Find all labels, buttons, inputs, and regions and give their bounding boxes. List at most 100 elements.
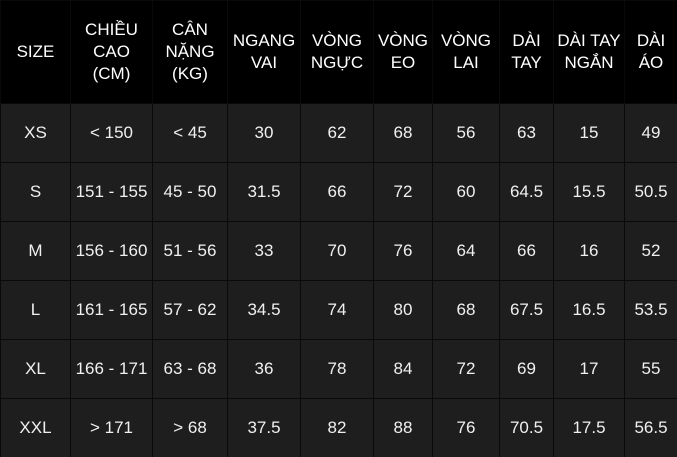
cell-short-sleeve: 17.5 — [553, 398, 625, 457]
cell-shoulder: 30 — [227, 103, 301, 163]
cell-short-sleeve: 15.5 — [553, 162, 625, 222]
cell-height: 151 - 155 — [70, 162, 153, 222]
header-shirt-length-line: ÁO — [638, 53, 664, 72]
header-shoulder-line: VAI — [250, 53, 278, 72]
cell-weight: < 45 — [152, 103, 228, 163]
cell-chest: 62 — [300, 103, 374, 163]
header-short-sleeve-line: NGẮN — [564, 53, 614, 72]
cell-waist: 76 — [373, 221, 433, 281]
cell-weight: 51 - 56 — [152, 221, 228, 281]
cell-chest: 78 — [300, 339, 374, 399]
header-chest-line: NGỰC — [310, 53, 364, 72]
table-row: L 161 - 165 57 - 62 34.5 74 80 68 67.5 1… — [0, 280, 677, 340]
cell-height: 166 - 171 — [70, 339, 153, 399]
cell-shirt-length: 49 — [624, 103, 677, 163]
header-shirt-length: DÀI ÁO — [624, 0, 677, 104]
header-waist-line: EO — [390, 53, 416, 72]
table-row: XL 166 - 171 63 - 68 36 78 84 72 69 17 5… — [0, 339, 677, 399]
header-short-sleeve: DÀI TAY NGẮN — [553, 0, 625, 104]
header-short-sleeve-line: DÀI TAY — [557, 31, 621, 50]
header-height-line: CAO — [93, 42, 130, 61]
cell-hem: 60 — [432, 162, 500, 222]
cell-shoulder: 37.5 — [227, 398, 301, 457]
header-weight-line: (KG) — [172, 64, 208, 83]
header-shoulder-line: NGANG — [232, 31, 296, 50]
cell-size: L — [0, 280, 71, 340]
cell-chest: 70 — [300, 221, 374, 281]
cell-sleeve-length: 66 — [499, 221, 554, 281]
cell-height: 161 - 165 — [70, 280, 153, 340]
cell-shoulder: 36 — [227, 339, 301, 399]
header-waist: VÒNG EO — [373, 0, 433, 104]
cell-shirt-length: 55 — [624, 339, 677, 399]
cell-shoulder: 34.5 — [227, 280, 301, 340]
table-row: S 151 - 155 45 - 50 31.5 66 72 60 64.5 1… — [0, 162, 677, 222]
cell-waist: 80 — [373, 280, 433, 340]
cell-weight: > 68 — [152, 398, 228, 457]
cell-short-sleeve: 15 — [553, 103, 625, 163]
header-height-line: (CM) — [92, 64, 131, 83]
cell-height: < 150 — [70, 103, 153, 163]
header-weight-line: NẶNG — [165, 42, 215, 61]
header-shoulder: NGANG VAI — [227, 0, 301, 104]
cell-chest: 66 — [300, 162, 374, 222]
header-hem-line: VÒNG — [440, 31, 492, 50]
cell-size: XS — [0, 103, 71, 163]
cell-hem: 72 — [432, 339, 500, 399]
cell-chest: 82 — [300, 398, 374, 457]
cell-shirt-length: 53.5 — [624, 280, 677, 340]
cell-hem: 76 — [432, 398, 500, 457]
cell-short-sleeve: 16 — [553, 221, 625, 281]
cell-sleeve-length: 63 — [499, 103, 554, 163]
header-chest-line: VÒNG — [311, 31, 363, 50]
table-row: XS < 150 < 45 30 62 68 56 63 15 49 — [0, 103, 677, 163]
cell-sleeve-length: 69 — [499, 339, 554, 399]
cell-weight: 63 - 68 — [152, 339, 228, 399]
cell-short-sleeve: 17 — [553, 339, 625, 399]
header-height-line: CHIỀU — [85, 20, 138, 39]
cell-shirt-length: 50.5 — [624, 162, 677, 222]
header-sleeve-length-line: DÀI — [512, 31, 541, 50]
header-hem: VÒNG LAI — [432, 0, 500, 104]
cell-sleeve-length: 70.5 — [499, 398, 554, 457]
header-chest: VÒNG NGỰC — [300, 0, 374, 104]
header-waist-line: VÒNG — [377, 31, 429, 50]
table-body: XS < 150 < 45 30 62 68 56 63 15 49 S 151… — [0, 103, 677, 457]
cell-waist: 68 — [373, 103, 433, 163]
cell-chest: 74 — [300, 280, 374, 340]
cell-weight: 57 - 62 — [152, 280, 228, 340]
cell-size: M — [0, 221, 71, 281]
cell-size: XL — [0, 339, 71, 399]
header-sleeve-length-line: TAY — [511, 53, 542, 72]
cell-hem: 56 — [432, 103, 500, 163]
cell-height: 156 - 160 — [70, 221, 153, 281]
cell-short-sleeve: 16.5 — [553, 280, 625, 340]
header-size-line: SIZE — [16, 42, 55, 61]
cell-shirt-length: 56.5 — [624, 398, 677, 457]
header-weight-line: CÂN — [172, 20, 208, 39]
header-hem-line: LAI — [453, 53, 479, 72]
cell-sleeve-length: 64.5 — [499, 162, 554, 222]
header-size: SIZE — [0, 0, 71, 104]
cell-hem: 68 — [432, 280, 500, 340]
table-header: SIZE CHIỀU CAO (CM) CÂN NẶNG (KG) NGANG … — [0, 0, 677, 104]
cell-sleeve-length: 67.5 — [499, 280, 554, 340]
header-row: SIZE CHIỀU CAO (CM) CÂN NẶNG (KG) NGANG … — [0, 0, 677, 104]
table-row: M 156 - 160 51 - 56 33 70 76 64 66 16 52 — [0, 221, 677, 281]
header-sleeve-length: DÀI TAY — [499, 0, 554, 104]
header-height: CHIỀU CAO (CM) — [70, 0, 153, 104]
cell-size: S — [0, 162, 71, 222]
table-row: XXL > 171 > 68 37.5 82 88 76 70.5 17.5 5… — [0, 398, 677, 457]
header-shirt-length-line: DÀI — [636, 31, 666, 50]
cell-waist: 72 — [373, 162, 433, 222]
cell-height: > 171 — [70, 398, 153, 457]
cell-shirt-length: 52 — [624, 221, 677, 281]
cell-weight: 45 - 50 — [152, 162, 228, 222]
cell-waist: 84 — [373, 339, 433, 399]
cell-shoulder: 31.5 — [227, 162, 301, 222]
cell-waist: 88 — [373, 398, 433, 457]
cell-hem: 64 — [432, 221, 500, 281]
cell-shoulder: 33 — [227, 221, 301, 281]
header-weight: CÂN NẶNG (KG) — [152, 0, 228, 104]
